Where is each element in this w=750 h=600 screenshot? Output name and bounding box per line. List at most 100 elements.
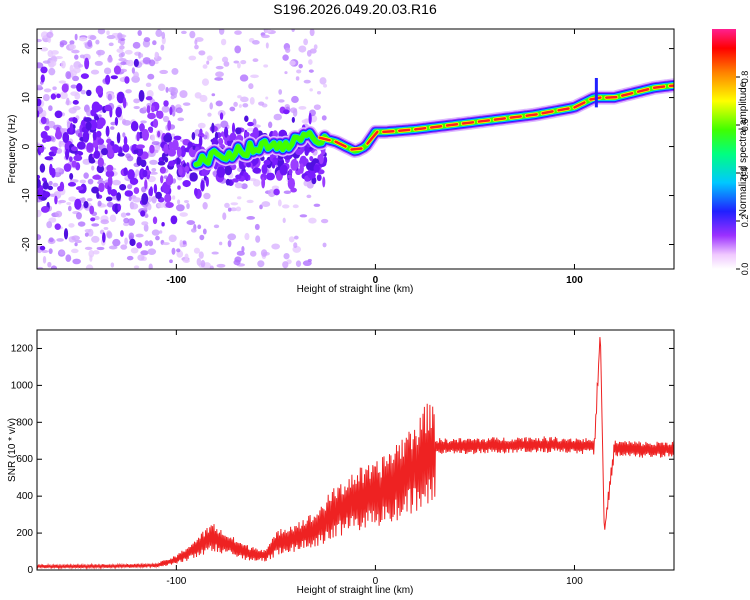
spectrogram-noise-blob — [59, 40, 68, 46]
spectrogram-noise-blob — [47, 261, 52, 268]
spectrogram-signal-blob — [37, 178, 41, 189]
colorbar-tick-label: 0.0 — [740, 263, 750, 276]
spectrogram-noise-blob — [148, 263, 153, 269]
spectrogram-signal-blob — [213, 164, 218, 170]
spectrogram-noise-blob — [125, 89, 132, 94]
spectrogram-noise-blob — [48, 67, 56, 76]
spectrogram-noise-blob — [75, 212, 82, 220]
snr-panel: -100 0 100 0 200 400 600 800 1000 1200 Height of… — [7, 329, 675, 596]
spectrogram-noise-blob — [265, 42, 269, 49]
spectrogram-noise-blob — [42, 93, 50, 102]
spectrogram-noise-blob — [206, 55, 213, 61]
spectrogram-signal-blob — [71, 160, 77, 168]
spectrogram-signal-blob — [189, 172, 198, 182]
spectrogram-signal-blob — [95, 130, 102, 138]
spectrogram-noise-blob — [37, 234, 42, 241]
spectrogram-noise-blob — [202, 228, 207, 235]
spectrogram-signal-blob — [219, 112, 224, 120]
spectrogram-signal-blob — [160, 175, 164, 184]
spectrogram-signal-blob — [313, 164, 320, 173]
spectrogram-signal-blob — [88, 158, 96, 164]
spectrogram-signal-blob — [287, 174, 293, 179]
spectrogram-signal-blob — [110, 189, 118, 197]
spectrogram-noise-blob — [154, 60, 159, 65]
spectrogram-noise-blob — [123, 222, 130, 227]
spectrogram-noise-blob — [215, 65, 224, 70]
spectrogram-noise-blob — [215, 100, 223, 107]
spectrogram-noise-blob — [197, 224, 202, 230]
spectrogram-signal-blob — [37, 110, 40, 118]
spectrogram-noise-blob — [79, 179, 87, 184]
spectrogram-signal-blob — [169, 106, 173, 116]
spectrogram-noise-blob — [110, 121, 117, 126]
spectrogram-noise-blob — [77, 221, 86, 227]
spectrogram-ridge-core — [477, 119, 491, 123]
spectrogram-signal-blob — [40, 130, 48, 139]
spectrogram-noise-blob — [184, 253, 189, 260]
spectrogram-noise-blob — [70, 84, 77, 89]
spectrogram-noise-blob — [165, 86, 169, 93]
spectrogram-noise-blob — [234, 182, 243, 189]
snr-y-tick-label: 400 — [16, 491, 33, 502]
spectrogram-noise-blob — [216, 263, 226, 268]
spectrogram-noise-blob — [97, 200, 102, 207]
spectrogram-noise-blob — [175, 204, 185, 212]
spectrogram-signal-blob — [37, 98, 42, 107]
spectrogram-ridge-core — [413, 126, 427, 131]
spectrogram-noise-blob — [138, 52, 142, 59]
spectrogram-signal-blob — [141, 193, 149, 205]
spectrogram-frame — [36, 28, 675, 270]
spectrogram-signal-blob — [42, 138, 47, 143]
spectrogram-noise-blob — [135, 233, 144, 238]
spectrogram-signal-blob — [261, 177, 266, 189]
spectrogram-signal-blob — [40, 66, 48, 74]
spectrogram-noise-blob — [95, 39, 100, 45]
spectrogram-noise-blob — [110, 126, 115, 130]
spectrogram-noise-blob — [254, 223, 260, 231]
spectrogram-noise-blob — [161, 31, 166, 40]
spectrogram-noise-blob — [149, 171, 158, 175]
spectrogram-signal-blob — [110, 140, 115, 146]
spectrogram-signal-blob — [94, 115, 100, 121]
spectrogram-noise-blob — [227, 207, 232, 212]
spectrogram-signal-blob — [136, 156, 142, 166]
spectrogram-noise-blob — [69, 40, 75, 45]
spectrogram-signal-blob — [70, 146, 78, 152]
spectrogram-signal-blob — [97, 157, 105, 168]
spectrogram-noise-blob — [162, 242, 170, 246]
spectrogram-signal-blob — [252, 167, 262, 174]
spectrogram-signal-blob — [165, 202, 174, 209]
spectrogram-noise-blob — [72, 105, 81, 111]
spectrogram-signal-blob — [316, 174, 322, 182]
spectrogram-noise-blob — [186, 202, 190, 210]
spectrogram-signal-blob — [225, 178, 231, 186]
spectrogram-noise-blob — [147, 248, 157, 255]
spectrogram-noise-blob — [71, 248, 79, 254]
spectrogram-noise-blob — [108, 42, 114, 47]
spectrogram-x-label: Height of straight line (km) — [297, 284, 414, 295]
spectrogram-signal-blob — [50, 167, 56, 178]
snr-y-tick-label: 0 — [27, 565, 33, 576]
spectrogram-noise-blob — [313, 44, 318, 50]
spectrogram-signal-blob — [40, 206, 50, 213]
spectrogram-signal-blob — [180, 145, 186, 158]
spectrogram-signal-blob — [44, 125, 50, 131]
spectrogram-noise-blob — [106, 30, 110, 36]
spectrogram-y-tick-label: 20 — [21, 43, 32, 55]
spectrogram-signal-blob — [224, 165, 233, 176]
spectrogram-signal-blob — [141, 151, 149, 160]
spectrogram-signal-blob — [107, 175, 113, 187]
spectrogram-signal-blob — [279, 164, 288, 176]
spectrogram-noise-blob — [112, 179, 121, 186]
spectrogram-signal-blob — [266, 172, 275, 181]
spectrogram-noise-blob — [252, 124, 261, 128]
spectrogram-noise-blob — [133, 71, 139, 79]
spectrogram-signal-blob — [127, 169, 135, 180]
spectrogram-signal-blob — [55, 126, 61, 137]
spectrogram-noise-blob — [172, 195, 176, 200]
spectrogram-signal-blob — [136, 242, 143, 249]
spectrogram-noise-blob — [278, 99, 285, 103]
spectrogram-signal-blob — [321, 148, 326, 155]
spectrogram-y-axis: -20 -10 0 10 20 — [21, 43, 674, 252]
spectrogram-signal-blob — [195, 146, 200, 152]
